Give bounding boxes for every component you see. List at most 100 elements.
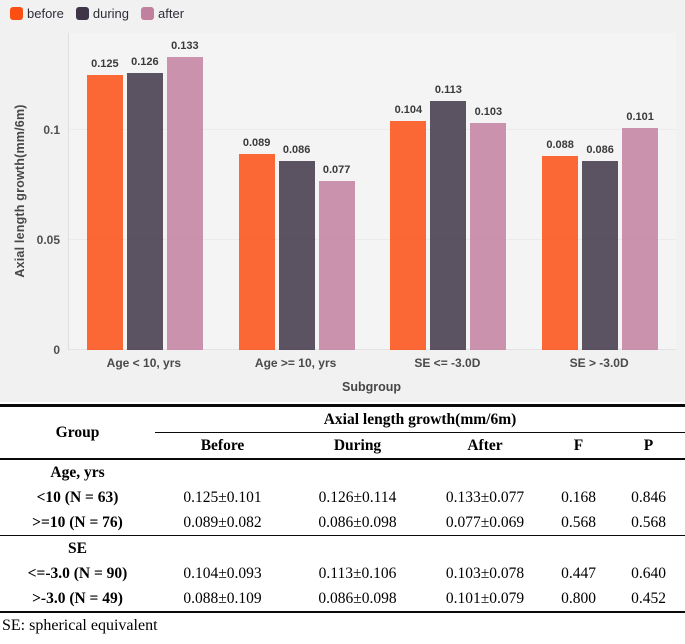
legend-swatch-before xyxy=(10,7,23,20)
bar-value-label: 0.077 xyxy=(322,163,351,176)
empty-cell xyxy=(290,459,425,485)
y-tick-label: 0 xyxy=(53,343,60,357)
bar-value-label: 0.088 xyxy=(546,139,574,152)
empty-cell xyxy=(545,459,612,485)
table-cell: 0.086±0.098 xyxy=(318,513,397,531)
legend-item-during: during xyxy=(75,6,130,21)
gridline xyxy=(69,349,676,350)
table-cell: 0.088±0.109 xyxy=(183,589,262,607)
empty-cell xyxy=(612,535,685,561)
bar-fill xyxy=(542,156,579,350)
bar-fill xyxy=(622,127,659,350)
bar-value-label: 0.126 xyxy=(131,55,159,68)
bar-after: 0.077 xyxy=(318,164,355,350)
table-row: >-3.0 (N = 49) 0.088±0.109 0.086±0.098 0.10… xyxy=(0,586,685,612)
legend-label: after xyxy=(158,6,185,21)
table-row: <=-3.0 (N = 90) 0.104±0.093 0.113±0.106 0.1… xyxy=(0,561,685,586)
bar-chart: before during after Axial length growth(mm… xyxy=(0,0,685,402)
table-cell: 0.568 xyxy=(631,513,666,531)
table-cell: 0.089±0.082 xyxy=(183,513,262,531)
bar-fill xyxy=(238,154,275,350)
bar-before: 0.088 xyxy=(542,139,579,350)
bar-value-label: 0.086 xyxy=(282,143,311,156)
bar-fill xyxy=(86,75,123,350)
table-header-before: Before xyxy=(155,432,290,460)
table-cell: 0.086±0.098 xyxy=(318,589,397,607)
empty-cell xyxy=(155,535,290,561)
table-header-f: F xyxy=(545,432,612,460)
table-section-row: SE xyxy=(0,535,685,561)
gridline xyxy=(69,129,676,130)
table-header-group: Group xyxy=(0,405,155,460)
x-tick-label: Age < 10, yrs xyxy=(106,356,182,370)
table-cell: 0.640 xyxy=(631,564,666,582)
x-tick-label: SE <= -3.0D xyxy=(414,356,481,370)
bar-during: 0.113 xyxy=(430,84,467,350)
table-header-p: P xyxy=(612,432,685,460)
table-cell: 0.101±0.079 xyxy=(445,589,525,607)
bar-fill xyxy=(470,123,507,350)
legend-label: during xyxy=(92,6,130,21)
bar-during: 0.126 xyxy=(126,56,163,350)
bar-fill xyxy=(390,121,427,350)
row-label: <=-3.0 (N = 90) xyxy=(27,564,128,582)
table-header-row: Before During After F P xyxy=(0,432,685,460)
row-label: <10 (N = 63) xyxy=(36,488,119,506)
gridline xyxy=(69,239,676,240)
row-label: >=10 (N = 76) xyxy=(32,513,123,531)
plot-area: 0.125 0.126 0.133 0.089 0.086 0.077 0.104 0.113… xyxy=(68,33,676,350)
results-table: Group Axial length growth(mm/6m) Before … xyxy=(0,404,685,613)
bar-group: 0.104 0.113 0.103 xyxy=(373,33,525,350)
bar-value-label: 0.103 xyxy=(474,106,503,119)
bar-fill xyxy=(166,57,203,350)
bar-during: 0.086 xyxy=(278,144,315,350)
bar-group: 0.089 0.086 0.077 xyxy=(221,33,373,350)
x-tick-label: Age >= 10, yrs xyxy=(254,356,337,370)
bar-group: 0.088 0.086 0.101 xyxy=(524,33,676,350)
table-cell: 0.133±0.077 xyxy=(445,488,525,506)
table-section-row: Age, yrs xyxy=(0,459,685,485)
bar-after: 0.103 xyxy=(470,106,507,350)
bar-value-label: 0.101 xyxy=(626,110,654,123)
table-cell: 0.846 xyxy=(631,488,666,506)
table-spanner-header: Axial length growth(mm/6m) xyxy=(155,405,685,433)
table-cell: 0.104±0.093 xyxy=(183,564,262,582)
table-cell: 0.126±0.114 xyxy=(318,488,397,506)
empty-cell xyxy=(425,535,545,561)
empty-cell xyxy=(155,459,290,485)
empty-cell xyxy=(612,459,685,485)
bar-group: 0.125 0.126 0.133 xyxy=(69,33,221,350)
bar-value-label: 0.089 xyxy=(242,137,271,150)
table-spanner-row: Group Axial length growth(mm/6m) xyxy=(0,405,685,460)
bar-fill xyxy=(318,180,355,350)
bar-groups: 0.125 0.126 0.133 0.089 0.086 0.077 0.104 0.113… xyxy=(69,33,676,350)
table-cell: 0.103±0.078 xyxy=(445,564,525,582)
empty-cell xyxy=(425,459,545,485)
table-cell: 0.125±0.101 xyxy=(183,488,262,506)
bar-value-label: 0.133 xyxy=(171,40,199,53)
table-footnote: SE: spherical equivalent xyxy=(2,617,158,634)
table-row: <10 (N = 63) 0.125±0.101 0.126±0.114 0.133±… xyxy=(0,485,685,510)
section-title: SE xyxy=(0,535,155,561)
table-cell: 0.452 xyxy=(631,589,666,607)
legend-item-before: before xyxy=(10,7,64,20)
bar-before: 0.104 xyxy=(390,104,427,350)
bar-fill xyxy=(430,101,467,350)
bar-before: 0.089 xyxy=(238,137,275,350)
bar-value-label: 0.104 xyxy=(394,104,423,117)
bar-during: 0.086 xyxy=(582,144,619,350)
bar-after: 0.133 xyxy=(166,40,203,350)
row-label: >-3.0 (N = 49) xyxy=(32,589,123,607)
bar-value-label: 0.086 xyxy=(586,143,614,156)
table-cell: 0.113±0.106 xyxy=(318,564,397,582)
empty-cell xyxy=(290,535,425,561)
bar-fill xyxy=(582,160,619,350)
x-axis-labels: Age < 10, yrs Age >= 10, yrs SE <= -3.0D SE… xyxy=(68,356,675,370)
bar-fill xyxy=(278,160,315,350)
table-cell: 0.568 xyxy=(561,513,596,531)
bar-value-label: 0.125 xyxy=(91,58,119,70)
legend-swatch-during xyxy=(75,7,89,20)
y-tick-label: 0.05 xyxy=(36,233,60,247)
x-axis-title: Subgroup xyxy=(341,380,401,394)
